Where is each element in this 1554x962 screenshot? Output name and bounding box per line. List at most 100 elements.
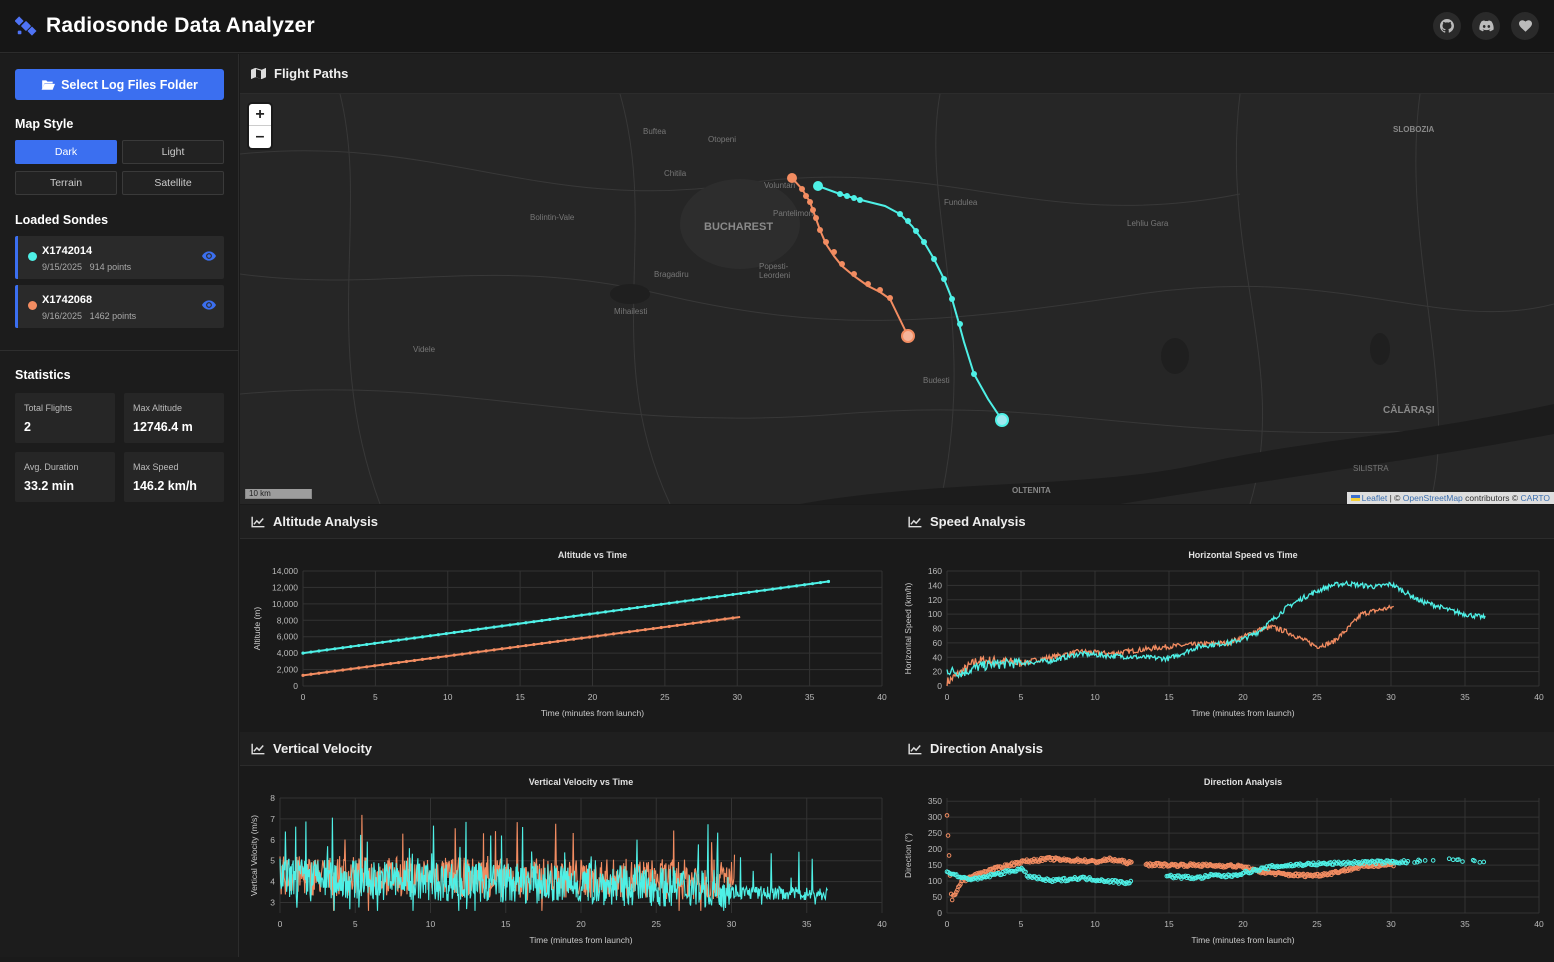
zoom-out-button[interactable]: – [255, 128, 265, 145]
data-point-x1742014 [373, 641, 377, 645]
flight-paths-title: Flight Paths [274, 66, 349, 81]
place-label: Voluntari [764, 181, 796, 190]
data-point-x1742014 [643, 604, 647, 609]
data-point-x1742014 [691, 598, 695, 602]
data-point-x1742014 [683, 599, 687, 603]
eye-icon[interactable] [202, 251, 216, 261]
x-tick-label: 35 [805, 692, 815, 702]
data-point-x1742014 [317, 649, 321, 653]
place-label: SILISTRA [1353, 464, 1389, 473]
y-tick-label: 40 [933, 652, 943, 662]
x-tick-label: 20 [588, 692, 598, 702]
data-point-x1742014 [572, 614, 576, 618]
y-tick-label: 50 [933, 892, 943, 902]
x-axis-label: Time (minutes from launch) [541, 708, 644, 718]
eye-icon[interactable] [202, 300, 216, 310]
data-point-x1742068 [723, 617, 727, 621]
data-point-x1742014 [357, 643, 361, 648]
leaflet-link[interactable]: Leaflet [1361, 493, 1388, 503]
sonde-item[interactable]: X1742014 9/15/2025 914 points [15, 236, 224, 279]
y-tick-label: 20 [933, 667, 943, 677]
data-point-x1742014 [675, 600, 679, 604]
data-point-x1742014 [739, 591, 743, 596]
map-style-satellite[interactable]: Satellite [122, 171, 224, 195]
data-point-x1742068 [484, 649, 488, 653]
carto-link[interactable]: CARTO [1520, 493, 1550, 503]
map-style-dark[interactable]: Dark [15, 140, 117, 164]
data-point-x1742014 [667, 601, 671, 605]
data-point-x1742014 [627, 607, 632, 611]
place-label: Bolintin-Vale [530, 213, 575, 222]
speed-chart: Horizontal Speed vs Time0204060801001201… [903, 550, 1544, 718]
map-tiles [240, 94, 1554, 504]
stat-value: 2 [24, 420, 31, 434]
data-point-x1742014 [731, 592, 735, 597]
select-folder-button[interactable]: Select Log Files Folder [15, 69, 224, 100]
donate-button[interactable] [1511, 12, 1539, 40]
zoom-control: + – [249, 104, 271, 148]
chart-title: Horizontal Speed vs Time [1188, 550, 1297, 560]
vertical-chart-panel: Vertical Velocity vs Time 3 4 5 6 7 8 0 5 10 15 20 2… [240, 767, 897, 957]
landing-marker[interactable] [901, 329, 915, 343]
data-point-x1742014 [460, 629, 464, 634]
data-point-x1742014 [556, 616, 560, 621]
y-tick-label: 6,000 [277, 632, 299, 642]
loaded-sondes-title: Loaded Sondes [15, 213, 109, 227]
data-point-x1742068 [699, 620, 703, 624]
map-style-terrain[interactable]: Terrain [15, 171, 117, 195]
launch-marker[interactable] [787, 173, 797, 183]
x-tick-label: 20 [576, 919, 586, 929]
place-label: CĂLĂRAȘI [1383, 405, 1435, 416]
discord-button[interactable] [1472, 12, 1500, 40]
data-point-x1742014 [301, 651, 305, 655]
github-button[interactable] [1433, 12, 1461, 40]
x-axis-label: Time (minutes from launch) [529, 935, 632, 945]
sonde-points: 914 points [89, 262, 132, 272]
x-tick-label: 35 [1460, 692, 1470, 702]
sonde-color-dot [28, 252, 37, 261]
data-point-x1742014 [818, 580, 823, 585]
speed-panel-header: Speed Analysis [897, 505, 1554, 539]
scatter-point-x1742068 [1244, 864, 1249, 870]
chart-title: Altitude vs Time [558, 550, 627, 560]
data-point-x1742014 [532, 620, 536, 624]
launch-marker[interactable] [813, 181, 823, 191]
y-tick-label: 10,000 [272, 599, 298, 609]
series-line-x1742068 [946, 604, 1395, 687]
sonde-item[interactable]: X1742068 9/16/2025 1462 points [15, 285, 224, 328]
data-point-x1742068 [715, 618, 719, 622]
y-axis-label: Direction (°) [903, 833, 913, 878]
x-tick-label: 40 [877, 692, 887, 702]
direction-panel-header: Direction Analysis [897, 732, 1554, 766]
data-point-x1742014 [747, 590, 751, 594]
zoom-in-button[interactable]: + [249, 104, 271, 126]
x-tick-label: 5 [1019, 919, 1024, 929]
x-tick-label: 10 [1090, 692, 1100, 702]
scatter-point-x1742014 [1446, 856, 1452, 862]
data-point-x1742068 [436, 655, 440, 659]
data-point-x1742068 [619, 631, 624, 635]
landing-marker[interactable] [995, 413, 1009, 427]
x-tick-label: 20 [1238, 919, 1248, 929]
x-tick-label: 35 [802, 919, 812, 929]
map-icon [251, 67, 266, 80]
direction-chart: Direction Analysis 0 50 100 150 200 250 300 350 0… [903, 777, 1544, 945]
x-tick-label: 40 [1534, 919, 1544, 929]
data-point-x1742068 [420, 657, 425, 661]
map-style-light[interactable]: Light [122, 140, 224, 164]
place-label: BUCHAREST [704, 221, 774, 233]
y-tick-label: 2,000 [277, 665, 299, 675]
map-scale: 10 km [245, 489, 312, 499]
osm-link[interactable]: OpenStreetMap [1402, 493, 1463, 503]
flight-map[interactable]: Buftea Otopeni SLOBOZIA Chitila Voluntar… [240, 94, 1554, 504]
data-point-x1742068 [341, 668, 345, 672]
y-axis-label: Vertical Velocity (m/s) [249, 815, 259, 896]
folder-open-icon [41, 80, 56, 90]
data-point-x1742014 [349, 645, 353, 649]
y-tick-label: 250 [928, 828, 942, 838]
flight-paths-header: Flight Paths [240, 54, 1554, 94]
place-label: SLOBOZIA [1393, 125, 1435, 134]
data-point-x1742014 [325, 648, 329, 652]
scatter-point-x1742068 [984, 869, 989, 874]
scatter-point-x1742068 [1353, 866, 1359, 871]
